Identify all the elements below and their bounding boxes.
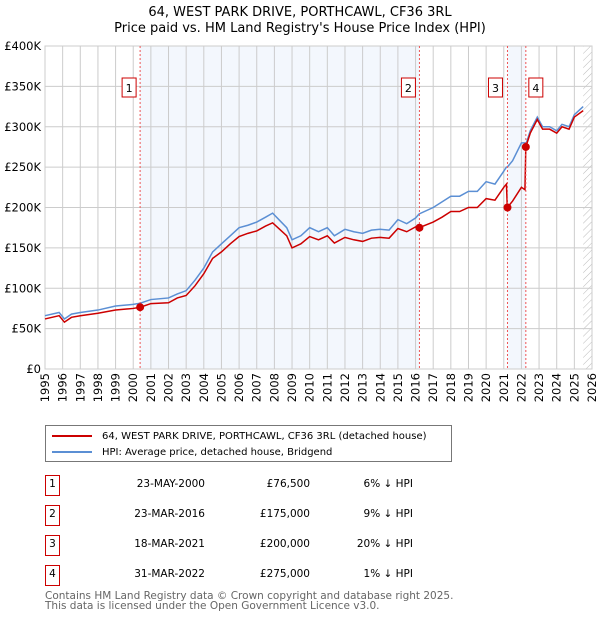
x-tick-label: 2022	[514, 373, 528, 402]
x-tick-label: 2000	[126, 373, 140, 402]
y-tick-label: £400K	[4, 39, 41, 53]
sale-price: £275,000	[259, 568, 310, 580]
x-tick-label: 2024	[550, 373, 564, 402]
sale-marker-box	[400, 77, 416, 98]
sale-point	[521, 142, 530, 151]
x-tick-label: 2002	[162, 373, 176, 402]
x-tick-label: 2001	[144, 373, 158, 402]
sale-date: 23-MAY-2000	[136, 478, 205, 490]
x-tick-label: 2009	[285, 373, 299, 402]
sale-row: 1 23-MAY-2000 £76,500 6% ↓ HPI	[45, 475, 413, 496]
x-tick-label: 2016	[409, 373, 423, 402]
sale-marker-label: 3	[492, 82, 499, 95]
x-tick-label: 2026	[585, 373, 599, 402]
x-tick-label: 1998	[91, 373, 105, 402]
sale-marker-label: 1	[126, 82, 133, 95]
legend-swatch-red	[52, 435, 92, 437]
sale-number: 1	[45, 475, 60, 496]
plot-border	[44, 45, 593, 370]
sale-hpi-diff: 6% ↓ HPI	[363, 478, 413, 490]
sale-marker-box	[528, 77, 544, 98]
sale-hpi-diff: 20% ↓ HPI	[356, 538, 413, 550]
sale-number: 3	[45, 535, 60, 556]
sale-marker-box	[487, 77, 503, 98]
legend-label: 64, WEST PARK DRIVE, PORTHCAWL, CF36 3RL…	[102, 430, 427, 442]
footer: Contains HM Land Registry data © Crown c…	[45, 590, 454, 612]
chart-subtitle: Price paid vs. HM Land Registry's House …	[114, 21, 486, 36]
sale-row: 3 18-MAR-2021 £200,000 20% ↓ HPI	[45, 535, 413, 556]
x-tick-label: 2003	[179, 373, 193, 402]
legend-item-property: 64, WEST PARK DRIVE, PORTHCAWL, CF36 3RL…	[52, 429, 427, 443]
y-tick-label: £300K	[4, 120, 41, 134]
x-tick-label: 2020	[479, 373, 493, 402]
sale-marker-box	[121, 77, 137, 98]
y-tick-label: £0	[26, 362, 41, 376]
sale-number: 2	[45, 505, 60, 526]
sale-price: £175,000	[259, 508, 310, 520]
sale-point	[136, 303, 145, 312]
x-tick-label: 2005	[214, 373, 228, 402]
sale-hpi-diff: 9% ↓ HPI	[363, 508, 413, 520]
sale-row: 2 23-MAR-2016 £175,000 9% ↓ HPI	[45, 505, 413, 526]
x-tick-label: 2014	[373, 373, 387, 402]
x-tick-label: 1999	[109, 373, 123, 402]
x-tick-label: 1995	[38, 373, 52, 402]
sale-date: 18-MAR-2021	[134, 538, 205, 550]
legend-label: HPI: Average price, detached house, Brid…	[102, 446, 333, 458]
legend-item-hpi: HPI: Average price, detached house, Brid…	[52, 445, 332, 459]
sale-point	[503, 203, 512, 212]
x-tick-label: 2010	[303, 373, 317, 402]
x-tick-label: 2015	[391, 373, 405, 402]
sale-hpi-diff: 1% ↓ HPI	[363, 568, 413, 580]
x-tick-label: 2017	[426, 373, 440, 402]
sale-marker-label: 4	[532, 82, 539, 95]
sale-row: 4 31-MAR-2022 £275,000 1% ↓ HPI	[45, 565, 413, 586]
sale-point	[415, 223, 424, 232]
legend: 64, WEST PARK DRIVE, PORTHCAWL, CF36 3RL…	[45, 425, 452, 462]
x-tick-label: 1996	[56, 373, 70, 402]
x-tick-label: 2007	[250, 373, 264, 402]
x-tick-label: 2018	[444, 373, 458, 402]
x-tick-label: 2011	[320, 373, 334, 402]
price-paid-line	[44, 109, 584, 324]
x-tick-label: 2019	[461, 373, 475, 402]
chart-title: 64, WEST PARK DRIVE, PORTHCAWL, CF36 3RL	[148, 5, 452, 20]
y-tick-label: £350K	[4, 79, 41, 93]
sale-price: £200,000	[259, 538, 310, 550]
legend-swatch-blue	[52, 451, 92, 453]
y-tick-label: £200K	[4, 201, 41, 215]
y-tick-label: £100K	[4, 281, 41, 295]
plot-area: 1 2 3 4 £0 £50K £100K £150K £200K £250K £300K £350K…	[4, 39, 599, 402]
y-tick-label: £250K	[4, 160, 41, 174]
sale-marker-label: 2	[405, 82, 412, 95]
x-tick-label: 2023	[532, 373, 546, 402]
sale-date: 23-MAR-2016	[134, 508, 205, 520]
y-tick-label: £50K	[12, 322, 42, 336]
footer-line: This data is licensed under the Open Gov…	[45, 600, 380, 612]
sale-price: £76,500	[266, 478, 310, 490]
footer-line: Contains HM Land Registry data © Crown c…	[45, 590, 454, 602]
hpi-line	[44, 106, 584, 320]
x-tick-label: 1997	[73, 373, 87, 402]
y-tick-label: £150K	[4, 241, 41, 255]
x-tick-label: 2013	[356, 373, 370, 402]
x-tick-label: 2008	[267, 373, 281, 402]
x-tick-label: 2021	[497, 373, 511, 402]
sale-number: 4	[45, 565, 60, 586]
x-tick-label: 2004	[197, 373, 211, 402]
x-tick-label: 2012	[338, 373, 352, 402]
x-tick-label: 2006	[232, 373, 246, 402]
sale-date: 31-MAR-2022	[134, 568, 205, 580]
x-tick-label: 2025	[567, 373, 581, 402]
